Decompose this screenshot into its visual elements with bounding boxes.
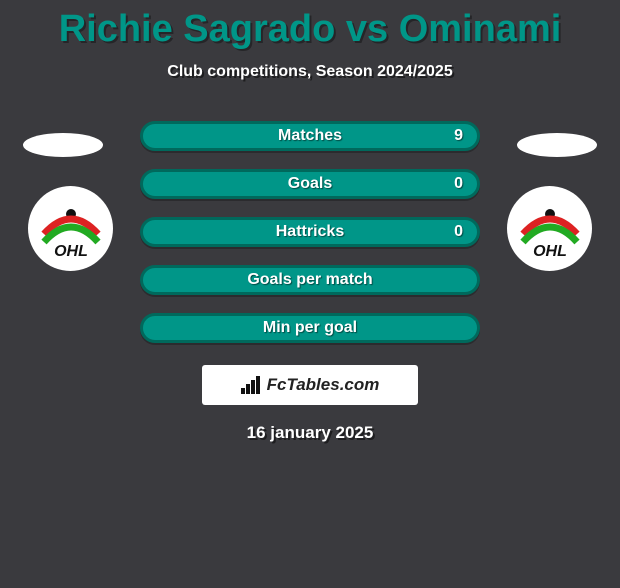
stat-row-goals-per-match: Goals per match: [140, 265, 480, 295]
club-badge-left: OHL: [28, 186, 113, 271]
ohl-logo-icon: OHL: [36, 194, 106, 264]
player-right-avatar: [517, 133, 597, 157]
svg-text:OHL: OHL: [54, 243, 88, 260]
stats-container: Matches 9 Goals 0 Hattricks 0 Goals per …: [140, 121, 480, 343]
stat-row-goals: Goals 0: [140, 169, 480, 199]
watermark-text: FcTables.com: [267, 375, 380, 395]
stat-value-right: 0: [454, 175, 463, 193]
stat-label: Goals per match: [247, 271, 372, 289]
subtitle: Club competitions, Season 2024/2025: [0, 63, 620, 81]
watermark-box: FcTables.com: [202, 365, 418, 405]
club-badge-right: OHL: [507, 186, 592, 271]
stat-value-right: 9: [454, 127, 463, 145]
stat-label: Matches: [278, 127, 342, 145]
stat-row-matches: Matches 9: [140, 121, 480, 151]
date-label: 16 january 2025: [0, 423, 620, 443]
stat-label: Min per goal: [263, 319, 357, 337]
stat-label: Hattricks: [276, 223, 344, 241]
player-left-avatar: [23, 133, 103, 157]
bars-icon: [241, 376, 263, 394]
stat-row-hattricks: Hattricks 0: [140, 217, 480, 247]
svg-text:OHL: OHL: [533, 243, 567, 260]
stat-row-min-per-goal: Min per goal: [140, 313, 480, 343]
stat-label: Goals: [288, 175, 332, 193]
ohl-logo-icon: OHL: [515, 194, 585, 264]
stat-value-right: 0: [454, 223, 463, 241]
page-title: Richie Sagrado vs Ominami: [0, 8, 620, 51]
